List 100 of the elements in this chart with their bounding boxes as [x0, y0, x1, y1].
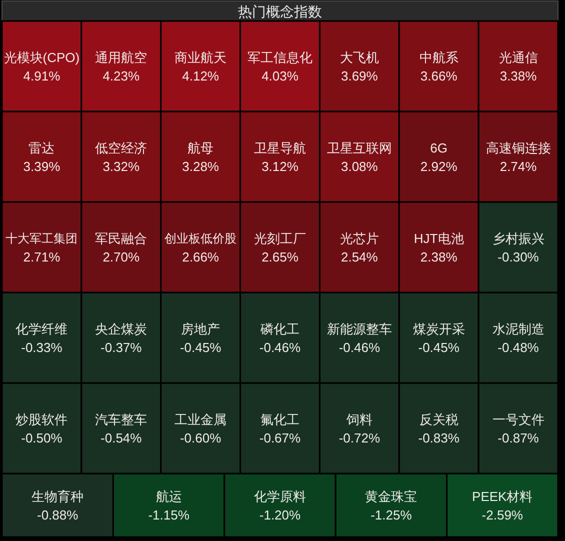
- category-label: 反关税: [419, 412, 458, 427]
- category-label: 创业板低价股: [164, 231, 237, 246]
- tile: 创业板低价股 2.66%: [160, 201, 242, 294]
- tile: 中航系 3.66%: [398, 20, 480, 112]
- category-label: 水泥制造: [492, 321, 544, 336]
- tile: 房地产 -0.45%: [160, 292, 242, 384]
- tile: 军工信息化 4.03%: [240, 20, 320, 112]
- data-label: 2.92%: [420, 158, 458, 174]
- category-label: PEEK材料: [472, 488, 533, 504]
- data-label: -0.87%: [498, 430, 540, 446]
- data-label: 3.38%: [500, 68, 538, 84]
- data-label: -0.72%: [338, 430, 380, 446]
- category-label: 光芯片: [340, 230, 379, 246]
- category-label: 卫星互联网: [326, 140, 392, 156]
- tile: 光通信 3.38%: [478, 20, 559, 112]
- category-label: 6G: [430, 140, 448, 156]
- data-label: -0.60%: [180, 430, 222, 446]
- category-label: 煤炭开采: [412, 321, 465, 336]
- data-label: 4.03%: [262, 68, 299, 84]
- data-label: 2.65%: [262, 249, 299, 264]
- category-label: 黄金珠宝: [365, 488, 418, 504]
- data-label: 2.70%: [102, 249, 140, 264]
- category-label: 生物育种: [32, 488, 84, 504]
- category-label: 化学原料: [254, 488, 306, 504]
- data-label: 3.39%: [23, 158, 61, 174]
- category-label: 汽车整车: [95, 412, 148, 427]
- category-label: 工业金属: [174, 412, 227, 427]
- data-label: -0.45%: [418, 340, 460, 355]
- data-label: -2.59%: [482, 507, 524, 522]
- data-label: -0.33%: [21, 340, 63, 355]
- tile: 炒股软件 -0.50%: [1, 382, 82, 474]
- data-label: 3.12%: [262, 158, 299, 174]
- category-label: 乡村振兴: [492, 230, 544, 246]
- tile: 大飞机 3.69%: [318, 20, 400, 112]
- category-label: HJT电池: [414, 230, 464, 246]
- tile: 乡村振兴 -0.30%: [478, 201, 559, 294]
- tile: 反关税 -0.83%: [398, 382, 480, 474]
- tile: 低空经济 3.32%: [80, 110, 162, 203]
- data-label: 3.28%: [182, 158, 220, 174]
- tile: 饲料 -0.72%: [318, 382, 400, 474]
- category-label: 新能源整车: [326, 321, 392, 336]
- tile: 航母 3.28%: [160, 110, 242, 203]
- tile: 工业金属 -0.60%: [160, 382, 242, 474]
- data-label: -0.45%: [180, 340, 222, 355]
- tile: 磷化工 -0.46%: [240, 292, 320, 384]
- category-label: 大飞机: [340, 50, 379, 65]
- data-label: -0.54%: [100, 430, 142, 446]
- category-label: 航母: [188, 140, 214, 156]
- data-label: -0.37%: [100, 340, 142, 355]
- data-label: -1.20%: [259, 507, 302, 522]
- data-label: -0.46%: [259, 340, 302, 355]
- tile: 航运 -1.15%: [112, 472, 226, 538]
- tile: 光模块(CPO) 4.91%: [1, 20, 82, 112]
- data-label: -0.50%: [21, 430, 63, 446]
- data-label: -0.46%: [338, 340, 380, 355]
- category-label: 一号文件: [492, 412, 544, 427]
- tile: 十大军工集团 2.71%: [1, 201, 82, 294]
- data-label: 3.08%: [340, 158, 378, 174]
- tile: 煤炭开采 -0.45%: [398, 292, 480, 384]
- category-label: 央企煤炭: [95, 321, 148, 336]
- data-label: 2.38%: [420, 249, 458, 264]
- data-label: 2.74%: [500, 158, 538, 174]
- category-label: 中航系: [419, 50, 458, 65]
- data-label: -1.15%: [148, 507, 190, 522]
- data-label: 2.54%: [340, 249, 378, 264]
- tile: 水泥制造 -0.48%: [478, 292, 559, 384]
- tile: 卫星互联网 3.08%: [318, 110, 400, 203]
- category-label: 光刻工厂: [254, 230, 306, 246]
- data-label: -0.83%: [418, 430, 460, 446]
- data-label: 2.66%: [182, 249, 220, 264]
- category-label: 军工信息化: [248, 50, 312, 65]
- tile: 商业航天 4.12%: [160, 20, 242, 112]
- data-label: 4.91%: [23, 68, 61, 84]
- tile: 化学纤维 -0.33%: [1, 292, 82, 384]
- category-label: 航运: [156, 488, 182, 504]
- tile: 卫星导航 3.12%: [240, 110, 320, 203]
- data-label: -0.67%: [259, 430, 302, 446]
- data-label: -0.30%: [498, 249, 540, 264]
- data-label: 2.71%: [23, 249, 61, 264]
- tile: 雷达 3.39%: [1, 110, 82, 203]
- category-label: 炒股软件: [16, 412, 68, 427]
- category-label: 饲料: [345, 412, 372, 427]
- category-label: 军民融合: [95, 230, 148, 246]
- tile: 央企煤炭 -0.37%: [80, 292, 162, 384]
- data-label: -0.48%: [498, 340, 540, 355]
- category-label: 低空经济: [95, 140, 148, 156]
- category-label: 化学纤维: [16, 321, 68, 336]
- title-bar: 热门概念指数: [2, 0, 558, 22]
- tile: 高速铜连接 2.74%: [478, 110, 559, 203]
- category-label: 商业航天: [174, 50, 227, 65]
- tile: 汽车整车 -0.54%: [80, 382, 162, 474]
- category-label: 房地产: [181, 321, 220, 336]
- tile: 一号文件 -0.87%: [478, 382, 559, 474]
- data-label: 4.23%: [102, 68, 140, 84]
- category-label: 高速铜连接: [486, 140, 551, 156]
- tile: 光芯片 2.54%: [318, 201, 400, 294]
- tile: 氟化工 -0.67%: [240, 382, 320, 474]
- tile: 光刻工厂 2.65%: [240, 201, 320, 294]
- category-label: 雷达: [28, 140, 55, 156]
- category-label: 磷化工: [260, 321, 300, 336]
